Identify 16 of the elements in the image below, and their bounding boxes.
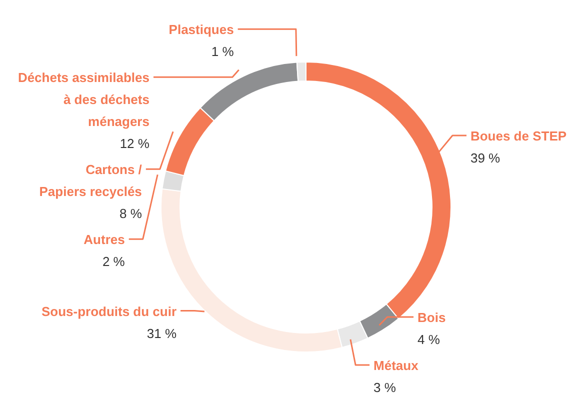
data-label: 39 % xyxy=(470,150,501,166)
slice-label: Autres xyxy=(84,232,125,248)
slice-label: Boues de STEP xyxy=(470,128,567,144)
slice-label: Plastiques xyxy=(168,22,234,38)
slice-label: Cartons / Papiers recyclés xyxy=(39,162,142,200)
data-label: 4 % xyxy=(418,332,440,347)
slice-label: Sous-produits du cuir xyxy=(41,304,177,319)
data-label: 2 % xyxy=(102,254,126,270)
slice-label: Métaux xyxy=(374,358,420,373)
data-label: 1 % xyxy=(211,44,234,60)
data-label: 31 % xyxy=(146,326,177,341)
slice-label: Bois xyxy=(418,310,446,325)
data-label: 12 % xyxy=(120,136,150,152)
data-label: 3 % xyxy=(374,380,396,395)
data-label: 8 % xyxy=(120,206,142,222)
slice-label: Déchets assimilables à des déchets ménagers xyxy=(18,70,150,130)
